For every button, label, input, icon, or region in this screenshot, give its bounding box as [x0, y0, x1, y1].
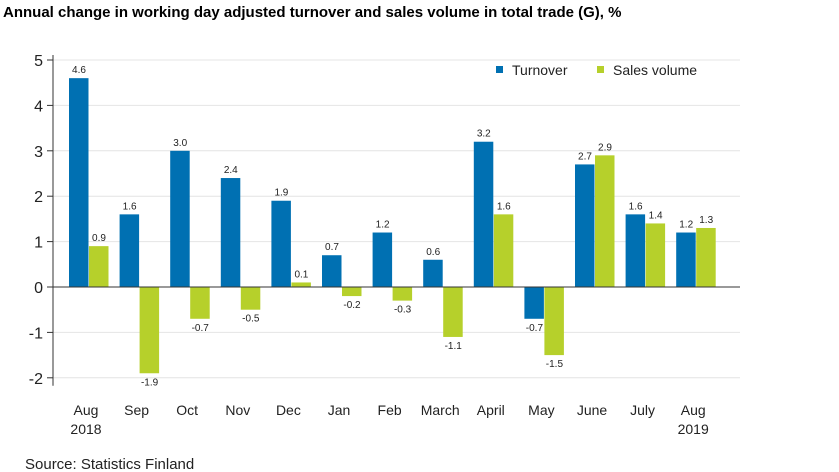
data-label: 0.1	[294, 269, 308, 280]
bar-sales-volume	[544, 287, 564, 356]
data-label: -0.7	[526, 323, 544, 334]
chart-source: Source: Statistics Finland	[25, 456, 194, 472]
chart-title: Annual change in working day adjusted tu…	[3, 4, 621, 21]
data-label: 1.2	[376, 220, 390, 231]
bar-turnover	[575, 164, 595, 287]
bar-turnover	[170, 150, 190, 287]
bar-sales-volume	[342, 287, 362, 297]
x-tick-label: Sep	[124, 402, 149, 418]
bar-sales-volume	[139, 287, 160, 374]
data-label: -1.5	[546, 359, 564, 370]
x-tick-label: Nov	[225, 402, 250, 418]
data-label: 2.9	[598, 142, 612, 153]
data-label: 2.4	[224, 165, 238, 176]
x-tick-label: Oct	[176, 402, 198, 418]
bar-sales-volume	[190, 287, 210, 319]
bar-turnover	[69, 78, 89, 287]
data-label: 0.9	[92, 233, 106, 244]
data-label: -0.3	[394, 305, 412, 316]
data-label: -0.7	[192, 323, 210, 334]
y-tick-label: -2	[29, 371, 43, 388]
y-tick-label: 5	[34, 53, 43, 70]
data-label: -0.2	[343, 300, 361, 311]
bar-sales-volume	[595, 155, 615, 287]
bar-turnover	[271, 200, 291, 287]
x-tick-label: March	[421, 402, 460, 418]
data-label: 0.7	[325, 242, 339, 253]
bar-sales-volume	[645, 223, 666, 287]
data-label: -1.9	[141, 377, 159, 388]
legend-label: Sales volume	[613, 62, 697, 78]
y-tick-label: -1	[29, 325, 43, 342]
x-tick-label: July	[630, 402, 655, 418]
bar-turnover	[322, 255, 342, 287]
bar-sales-volume	[392, 287, 413, 301]
x-tick-label: 2018	[70, 421, 101, 437]
bar-turnover	[372, 232, 393, 287]
x-tick-label: Dec	[276, 402, 301, 418]
x-tick-label: Aug	[681, 402, 706, 418]
data-label: 2.7	[578, 151, 592, 162]
data-label: 1.4	[649, 210, 663, 221]
bar-sales-volume	[291, 282, 311, 287]
bar-sales-volume	[493, 214, 514, 287]
x-tick-label: 2019	[678, 421, 709, 437]
data-label: 1.2	[679, 220, 693, 231]
data-label: 1.6	[629, 201, 643, 212]
y-tick-label: 1	[34, 235, 43, 252]
data-label: 3.0	[173, 138, 187, 149]
y-tick-label: 3	[34, 144, 43, 161]
x-tick-label: Aug	[74, 402, 99, 418]
bar-sales-volume	[240, 287, 261, 310]
data-label: 1.6	[123, 201, 137, 212]
y-tick-label: 0	[34, 280, 43, 297]
bar-sales-volume	[443, 287, 463, 337]
y-tick-label: 2	[34, 189, 43, 206]
x-tick-label: Jan	[328, 402, 351, 418]
y-tick-label: 4	[34, 98, 43, 115]
x-tick-label: June	[577, 402, 608, 418]
data-label: -1.1	[445, 341, 463, 352]
legend-swatch	[496, 66, 503, 73]
legend-label: Turnover	[512, 62, 568, 78]
bar-turnover	[473, 141, 494, 287]
data-label: 1.9	[274, 188, 288, 199]
data-label: 1.3	[699, 215, 713, 226]
x-tick-label: Feb	[378, 402, 402, 418]
x-tick-label: April	[477, 402, 505, 418]
bar-turnover	[220, 178, 241, 287]
data-label: -0.5	[242, 314, 260, 325]
bar-turnover	[676, 232, 696, 287]
legend-swatch	[597, 66, 604, 73]
bar-turnover	[423, 259, 443, 287]
x-tick-label: May	[528, 402, 554, 418]
bar-sales-volume	[696, 227, 716, 287]
bar-turnover	[524, 287, 544, 319]
data-label: 4.6	[72, 65, 86, 76]
bar-sales-volume	[89, 246, 109, 287]
data-label: 1.6	[497, 201, 511, 212]
data-label: 3.2	[477, 129, 491, 140]
data-label: 0.6	[426, 247, 440, 258]
bar-turnover	[119, 214, 140, 287]
bar-turnover	[625, 214, 646, 287]
